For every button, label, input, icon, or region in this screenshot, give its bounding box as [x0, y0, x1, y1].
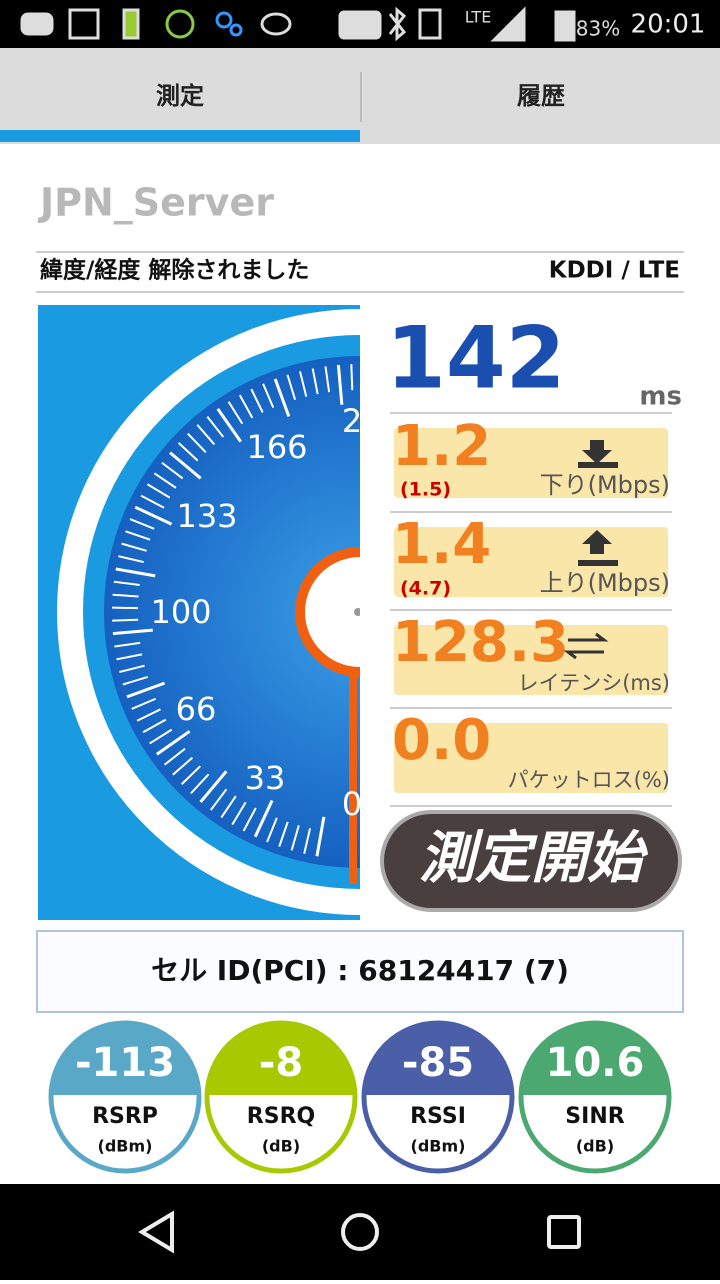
metric-unit: (dBm)	[411, 1137, 466, 1156]
tab[interactable]: 測定	[156, 82, 204, 110]
dial-tick	[351, 364, 352, 390]
dial-tick	[375, 365, 377, 391]
upload-label: 上り(Mbps)	[540, 569, 670, 597]
metric-name: RSRP	[92, 1104, 158, 1129]
dial-tick	[112, 620, 138, 621]
metric-unit: (dB)	[262, 1137, 300, 1156]
gauge-label: 100	[150, 593, 211, 631]
upload-peak: (4.7)	[400, 578, 451, 600]
start-button-label[interactable]: 測定開始	[419, 826, 649, 891]
gauge-label: 33	[245, 759, 286, 797]
location-status: 緯度/経度 解除されました	[40, 257, 309, 284]
battery-level: 83%	[576, 17, 620, 41]
metric-name: RSSI	[410, 1104, 466, 1129]
clock: 20:01	[631, 10, 706, 40]
gauge-label: 133	[176, 497, 237, 535]
cell-id: セル ID(PCI) : 68124417 (7)	[151, 954, 569, 987]
tab[interactable]: 履歴	[517, 82, 565, 110]
tab-indicator	[0, 130, 360, 142]
gauge-label: 2	[342, 402, 362, 440]
metric-name: RSRQ	[247, 1104, 315, 1129]
gauge-label: 166	[246, 428, 307, 466]
nav-bar	[0, 1184, 720, 1280]
metric-name: SINR	[565, 1104, 624, 1129]
ping-unit: ms	[639, 382, 682, 412]
server-name: JPN_Server	[37, 181, 274, 225]
carrier: KDDI / LTE	[549, 258, 680, 284]
ping-value: 142	[386, 308, 566, 408]
metric-value: 10.6	[546, 1040, 645, 1086]
packet-loss-label: パケットロス(%)	[508, 768, 670, 792]
download-peak: (1.5)	[400, 479, 451, 501]
metric-value: -85	[402, 1040, 474, 1086]
packet-loss-value: 0.0	[392, 708, 491, 773]
metric-unit: (dBm)	[98, 1137, 153, 1156]
gauge-label: 0	[342, 785, 362, 823]
metric-value: -113	[75, 1040, 175, 1086]
gauge-label: 66	[176, 690, 217, 728]
download-value: 1.2	[392, 414, 491, 479]
download-label: 下り(Mbps)	[540, 471, 670, 499]
metric-value: -8	[259, 1040, 303, 1086]
upload-value: 1.4	[392, 512, 491, 577]
latency-label: レイテンシ(ms)	[518, 671, 670, 695]
latency-value: 128.3	[392, 610, 569, 675]
metric-unit: (dB)	[576, 1137, 614, 1156]
network-type: LTE	[465, 8, 492, 27]
